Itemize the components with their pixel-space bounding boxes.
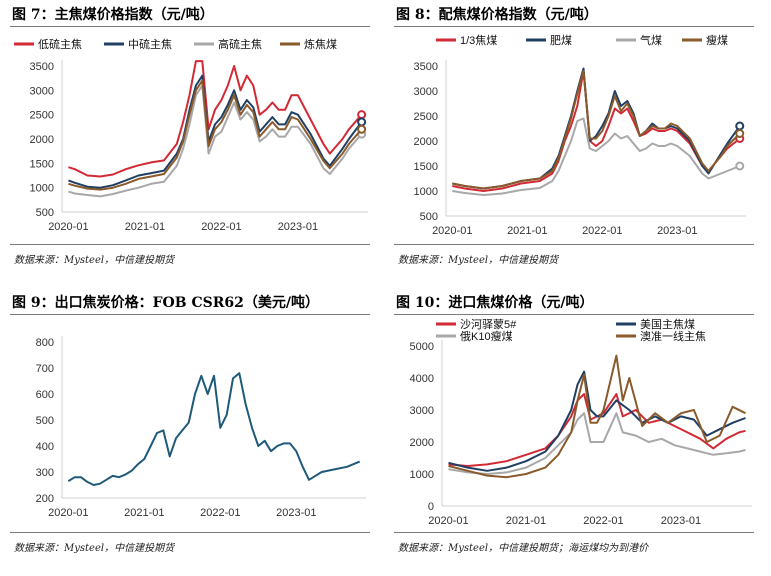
- series-line: [452, 70, 741, 190]
- title-divider: [394, 314, 754, 315]
- x-tick-label: 2022-01: [583, 515, 623, 527]
- panel-fig9: 图 9：出口焦炭价格：FOB CSR62（美元/吨） 200 300 400 500 6…: [0, 288, 380, 576]
- x-tick-label: 2020-01: [428, 515, 468, 527]
- y-tick-label: 3000: [410, 405, 434, 417]
- series-line: [452, 70, 741, 192]
- series-end-marker: [735, 129, 745, 138]
- x-tick-label: 2021-01: [507, 225, 547, 237]
- source-divider: [394, 532, 754, 533]
- x-tick-label: 2023-01: [278, 221, 318, 233]
- chart-title: 图 10：进口焦煤价格（元/吨）: [396, 295, 594, 311]
- y-tick-label: 1000: [414, 186, 438, 198]
- y-tick-label: 0: [428, 501, 434, 513]
- series-end-marker: [357, 117, 367, 127]
- legend-label: 肥煤: [550, 34, 572, 47]
- series-end-marker: [735, 121, 745, 131]
- y-tick-label: 5000: [410, 341, 434, 353]
- series-line: [452, 67, 741, 190]
- y-tick-label: 1500: [30, 158, 54, 170]
- y-tick-label: 3000: [30, 85, 54, 97]
- series-line: [68, 74, 363, 189]
- y-tick-label: 1000: [410, 469, 434, 481]
- series-line: [448, 354, 746, 479]
- y-tick-label: 2000: [30, 134, 54, 146]
- y-tick-label: 500: [36, 415, 54, 427]
- y-tick-label: 2500: [414, 111, 438, 123]
- y-tick-label: 800: [36, 337, 54, 349]
- panel-fig7: 图 7：主焦煤价格指数（元/吨） 500 1000 1500 2000 2500 3000…: [0, 0, 380, 288]
- series-line: [68, 79, 363, 191]
- x-tick-label: 2023-01: [661, 515, 701, 527]
- x-tick-label: 2022-01: [200, 507, 240, 519]
- x-tick-label: 2023-01: [276, 507, 316, 519]
- source-divider: [10, 532, 370, 533]
- legend-label: 中硫主焦: [128, 37, 172, 51]
- x-tick-label: 2020-01: [48, 507, 88, 519]
- y-tick-label: 2000: [410, 437, 434, 449]
- legend-label: 高硫主焦: [218, 37, 262, 51]
- line-chart: 500 1000 1500 2000 2500 3000 3500 2020-01 2021-0…: [14, 37, 368, 233]
- series-line: [448, 393, 746, 467]
- y-tick-label: 1500: [414, 161, 438, 173]
- source-note: 数据来源：Mysteel，中信建投期货；海运煤均为到港价: [398, 543, 649, 554]
- y-tick-label: 3500: [414, 61, 438, 73]
- chart-title: 图 8：配焦煤价格指数（元/吨）: [396, 7, 598, 23]
- y-tick-label: 2000: [414, 136, 438, 148]
- series-line: [67, 372, 361, 486]
- series-end-marker: [357, 110, 367, 120]
- panel-fig10: 图 10：进口焦煤价格（元/吨） 0 1000 2000 3000 4000 5000 20…: [384, 288, 764, 576]
- x-tick-label: 2022-01: [582, 225, 622, 237]
- series-line: [452, 117, 741, 196]
- source-note: 数据来源：Mysteel，中信建投期货: [14, 255, 175, 266]
- y-tick-label: 600: [36, 389, 54, 401]
- legend-label: 澳准一线主焦: [640, 329, 706, 343]
- x-tick-label: 2021-01: [124, 507, 164, 519]
- legend-label: 沙河驿蒙5#: [460, 318, 517, 331]
- series-line: [68, 84, 363, 198]
- series-end-marker: [357, 124, 367, 134]
- legend-label: 低硫主焦: [38, 37, 82, 51]
- series-line: [448, 412, 746, 475]
- x-tick-label: 2022-01: [201, 221, 241, 233]
- y-tick-label: 4000: [410, 373, 434, 385]
- y-tick-label: 2500: [30, 110, 54, 122]
- x-tick-label: 2021-01: [125, 221, 165, 233]
- y-tick-label: 700: [36, 363, 54, 375]
- x-tick-label: 2020-01: [48, 221, 88, 233]
- legend-label: 炼焦煤: [304, 37, 337, 51]
- y-tick-label: 1000: [30, 183, 54, 195]
- title-divider: [394, 26, 754, 27]
- y-tick-label: 500: [420, 211, 438, 223]
- y-tick-label: 3500: [30, 61, 54, 73]
- y-tick-label: 300: [36, 467, 54, 479]
- legend-label: 瘦煤: [706, 33, 728, 47]
- legend-label: 美国主焦煤: [640, 318, 695, 331]
- legend-label: 1/3焦煤: [460, 34, 497, 47]
- line-chart: 500 1000 1500 2000 2500 3000 3500 2020-01 2021-0…: [414, 33, 746, 237]
- y-tick-label: 3000: [414, 86, 438, 98]
- line-chart: 0 1000 2000 3000 4000 5000 2020-01 2021-01 2022-…: [410, 318, 752, 527]
- legend-label: 气煤: [640, 33, 662, 47]
- line-chart: 200 300 400 500 600 700 800 2020-01 2021-01 2022-…: [36, 336, 366, 519]
- chart-title: 图 9：出口焦炭价格：FOB CSR62（美元/吨）: [12, 295, 319, 311]
- series-line: [68, 60, 363, 178]
- legend-label: 俄K10瘦煤: [460, 329, 513, 343]
- y-tick-label: 400: [36, 441, 54, 453]
- x-tick-label: 2023-01: [657, 225, 697, 237]
- source-note: 数据来源：Mysteel，中信建投期货: [14, 543, 175, 554]
- chart-title: 图 7：主焦煤价格指数（元/吨）: [12, 7, 214, 23]
- source-divider: [10, 244, 370, 245]
- x-tick-label: 2021-01: [506, 515, 546, 527]
- y-tick-label: 500: [36, 207, 54, 219]
- source-note: 数据来源：Mysteel，中信建投期货: [398, 255, 559, 266]
- title-divider: [10, 26, 370, 27]
- series-end-marker: [735, 161, 745, 171]
- title-divider: [10, 314, 370, 315]
- source-divider: [394, 244, 754, 245]
- y-tick-label: 200: [36, 493, 54, 505]
- panel-fig8: 图 8：配焦煤价格指数（元/吨） 500 1000 1500 2000 2500 3000…: [384, 0, 764, 288]
- x-tick-label: 2020-01: [432, 225, 472, 237]
